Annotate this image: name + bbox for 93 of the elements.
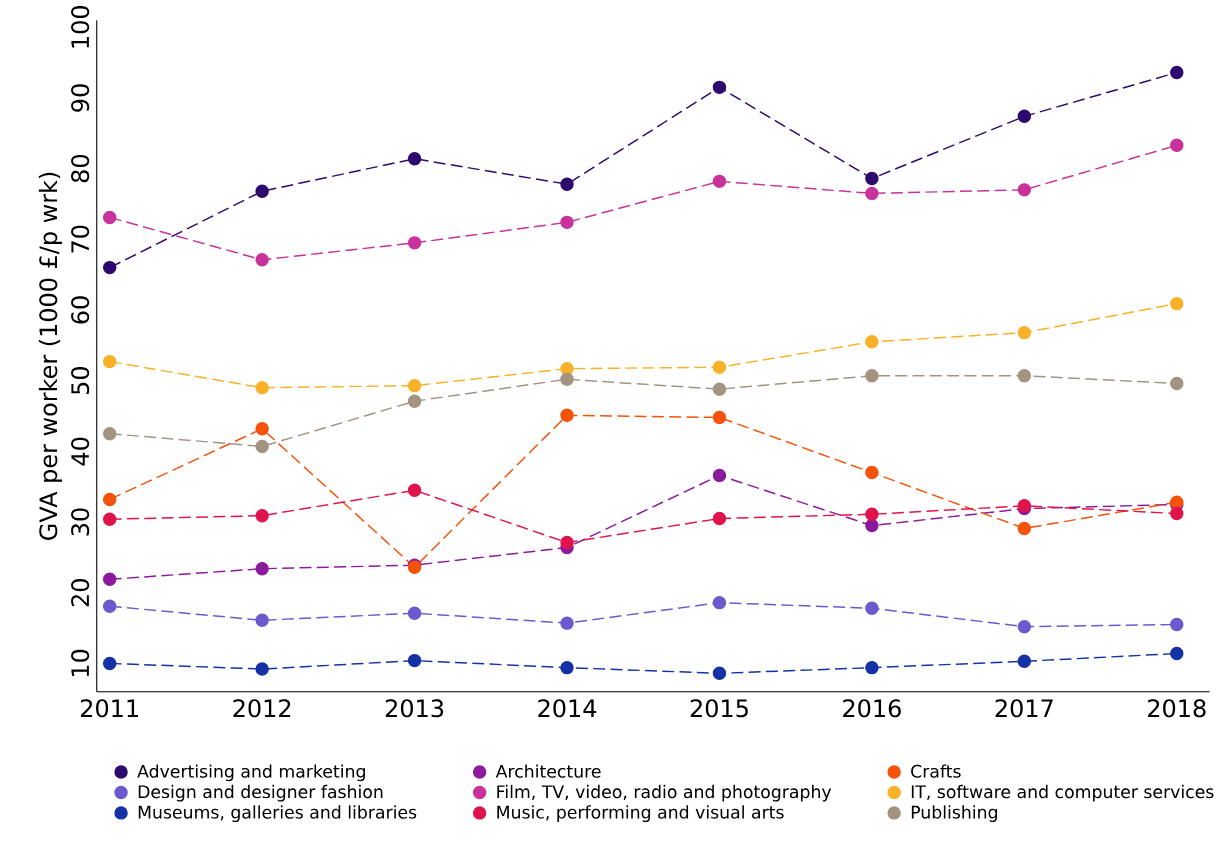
point: [1170, 138, 1184, 152]
point: [255, 662, 269, 676]
point: [102, 599, 117, 613]
point: [1017, 521, 1032, 536]
point: [102, 426, 117, 441]
point: [712, 666, 727, 680]
x-tick-label: 2011: [81, 699, 138, 718]
point: [1017, 619, 1032, 634]
point: [865, 186, 879, 200]
legend-label: Museums, galleries and libraries: [138, 805, 417, 822]
legend-label: Architecture: [495, 764, 601, 778]
x-tick-label: 2018: [1148, 699, 1206, 718]
point: [407, 483, 422, 497]
point: [255, 253, 269, 267]
legend-label: Publishing: [911, 805, 997, 822]
point: [102, 572, 117, 586]
point: [712, 80, 727, 94]
y-tick-label: 90: [71, 84, 90, 112]
point: [255, 439, 269, 454]
point: [407, 236, 422, 250]
point: [712, 174, 727, 188]
x-tick-label: 2015: [690, 699, 748, 718]
y-tick-label: 10: [71, 649, 90, 676]
point: [560, 535, 574, 550]
x-tick-label: 2013: [385, 699, 444, 718]
point: [1170, 376, 1184, 391]
x-tick-label: 2012: [233, 699, 291, 718]
point: [560, 177, 574, 191]
point: [560, 372, 574, 386]
y-axis-title: GVA per worker (1000 £/p wrk): [38, 172, 62, 540]
point: [865, 465, 879, 480]
legend-label: Crafts: [911, 764, 961, 778]
point: [712, 410, 727, 425]
point: [865, 334, 879, 349]
point: [102, 354, 117, 369]
point: [712, 468, 727, 483]
point: [865, 368, 879, 383]
legend-label: Music, performing and visual arts: [497, 805, 784, 822]
legend-label: Film, TV, video, radio and photography: [497, 784, 832, 802]
point: [712, 382, 727, 396]
y-tick-label: 50: [71, 366, 90, 394]
point: [560, 660, 574, 675]
point: [1170, 506, 1184, 521]
point: [865, 601, 879, 615]
point: [407, 653, 422, 668]
point: [865, 171, 879, 186]
point: [407, 394, 422, 408]
point: [1170, 646, 1184, 661]
y-tick-label: 20: [71, 578, 90, 607]
point: [407, 151, 422, 166]
x-tick-label: 2017: [995, 699, 1053, 718]
point: [1017, 109, 1032, 123]
legend-label: IT, software and computer services: [911, 784, 1214, 802]
y-tick-label: 30: [71, 508, 90, 536]
point: [407, 378, 422, 393]
point: [1017, 325, 1032, 340]
y-tick-label: 80: [71, 154, 90, 183]
point: [1170, 65, 1184, 80]
point: [865, 507, 879, 521]
point: [712, 360, 727, 374]
y-tick-label: 60: [71, 296, 90, 324]
point: [255, 184, 269, 198]
point: [865, 518, 879, 533]
point: [255, 421, 269, 436]
point: [102, 656, 117, 671]
point: [1017, 368, 1032, 383]
x-tick-label: 2016: [843, 699, 901, 718]
y-tick-label: 70: [71, 225, 90, 253]
point: [560, 408, 574, 422]
point: [102, 210, 117, 225]
point: [560, 215, 574, 229]
point: [255, 508, 269, 523]
point: [1017, 183, 1032, 197]
point: [407, 606, 422, 620]
x-tick-label: 2014: [538, 699, 597, 718]
legend-label: Design and designer fashion: [138, 784, 383, 802]
point: [102, 260, 117, 275]
point: [255, 380, 269, 395]
point: [560, 361, 574, 376]
y-tick-label: 40: [71, 437, 90, 466]
point: [712, 511, 727, 526]
point: [1017, 654, 1032, 668]
y-tick-label: 100: [71, 5, 90, 48]
point: [1170, 296, 1184, 311]
point: [712, 595, 727, 610]
legend-label: Advertising and marketing: [137, 764, 365, 782]
point: [1170, 617, 1184, 632]
point: [102, 512, 117, 526]
point: [255, 561, 269, 576]
point: [865, 660, 879, 675]
point: [255, 613, 269, 627]
point: [102, 492, 117, 507]
point: [560, 616, 574, 630]
